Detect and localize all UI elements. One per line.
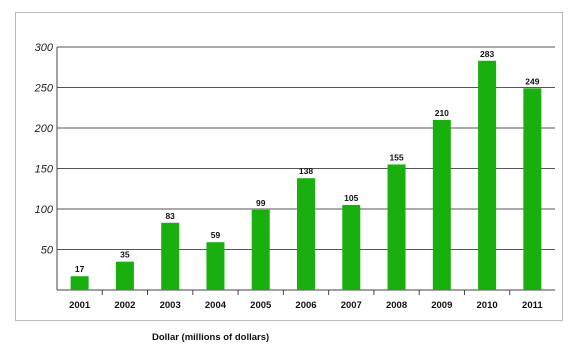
- data-label: 59: [211, 230, 221, 240]
- y-tick-label: 250: [34, 83, 54, 95]
- x-tick-label: 2006: [295, 300, 316, 311]
- y-tick-label: 150: [35, 164, 54, 176]
- data-label: 83: [165, 211, 175, 221]
- x-tick-label: 2007: [341, 300, 362, 311]
- y-tick-label: 100: [35, 204, 54, 216]
- y-tick-label: 50: [41, 245, 54, 257]
- bar: [161, 222, 180, 290]
- data-label: 99: [256, 198, 266, 208]
- bar: [432, 119, 451, 291]
- y-tick-label: 200: [34, 123, 54, 135]
- bar: [115, 261, 134, 290]
- bar: [206, 242, 225, 290]
- chart-frame: [15, 12, 563, 321]
- data-label: 105: [344, 193, 358, 203]
- bar: [297, 178, 315, 290]
- data-label: 249: [525, 76, 539, 86]
- x-tick-label: 2001: [69, 300, 91, 311]
- y-tick-label: 300: [35, 42, 54, 54]
- data-label: 283: [480, 49, 494, 59]
- bar: [342, 204, 361, 290]
- x-tick-label: 2010: [477, 300, 498, 311]
- data-label: 35: [120, 250, 130, 260]
- data-label: 17: [75, 264, 85, 274]
- data-label: 210: [435, 108, 449, 118]
- data-label: 138: [299, 166, 313, 176]
- x-tick-label: 2003: [160, 300, 181, 311]
- x-tick-label: 2005: [250, 300, 272, 311]
- bar: [70, 276, 89, 290]
- bar: [523, 88, 542, 290]
- x-tick-label: 2011: [522, 300, 543, 311]
- bar: [251, 209, 270, 290]
- bar: [387, 164, 406, 290]
- x-tick-label: 2009: [431, 300, 452, 311]
- x-axis-title: Dollar (millions of dollars): [152, 332, 270, 343]
- bar: [478, 60, 497, 290]
- x-tick-label: 2004: [205, 300, 227, 311]
- data-label: 155: [389, 152, 403, 162]
- x-tick-label: 2002: [114, 300, 135, 311]
- x-tick-label: 2008: [386, 300, 407, 311]
